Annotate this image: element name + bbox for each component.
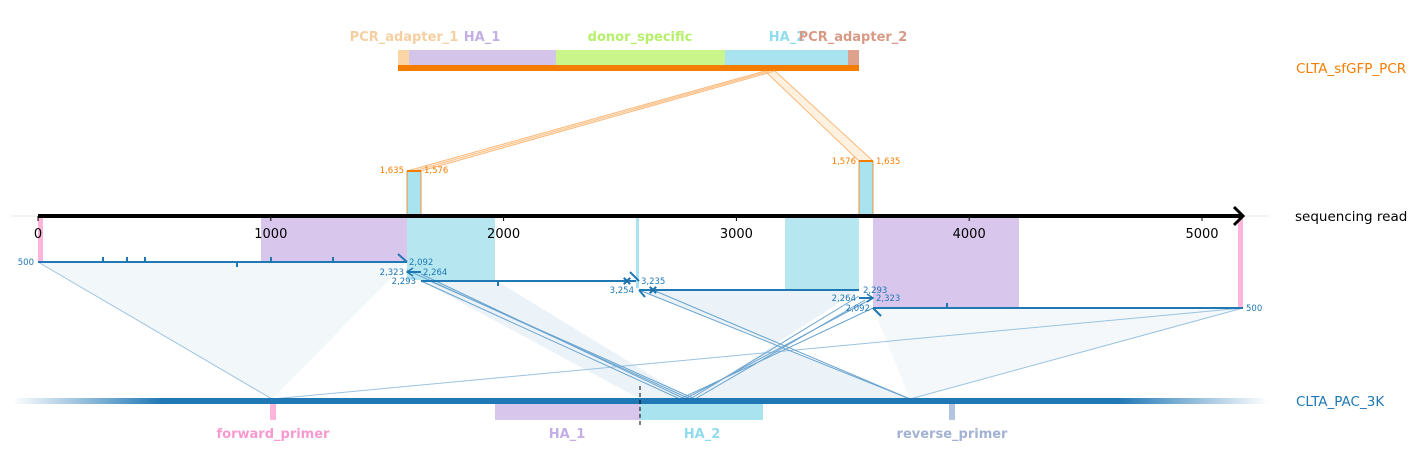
pcr-feature-ha-2 <box>725 50 848 65</box>
coord-pcr-right-b: 1,635 <box>876 157 900 167</box>
cross-mark-2: ✕ <box>648 284 657 297</box>
cross-mark-1: ✕ <box>622 275 631 288</box>
coord-a2: 2,323 <box>380 268 404 278</box>
reference-track-name: CLTA_PAC_3K <box>1296 394 1385 410</box>
coord-a10: 2,092 <box>846 304 870 314</box>
coord-a7: 2,293 <box>863 286 887 296</box>
coord-a3: 2,264 <box>423 268 447 278</box>
ref-feature-ha-1 <box>495 404 640 420</box>
ref-feature-ha-2 <box>640 404 763 420</box>
coord-a4: 2,293 <box>392 277 416 287</box>
read-primer-left <box>38 216 43 262</box>
coord-ref-start: 500 <box>18 258 34 268</box>
coord-a1: 2,092 <box>409 258 433 268</box>
read-axis-tick-label: 2000 <box>487 227 520 242</box>
read-direction-arrow <box>1232 205 1246 227</box>
ref-label-reverse-primer: reverse_primer <box>897 427 1009 442</box>
read-track-name: sequencing read <box>1295 209 1407 225</box>
read-primer-right <box>1238 216 1243 308</box>
pcr-feature-ha-1 <box>409 50 556 65</box>
read-axis-tick-label: 3000 <box>720 227 753 242</box>
pcr-feature-adapter-1 <box>398 50 409 65</box>
read-axis-tick-label: 4000 <box>953 227 986 242</box>
pcr-feature-donor-specific <box>556 50 725 65</box>
read-ha-2-right <box>785 216 859 290</box>
ref-label-forward-primer: forward_primer <box>217 427 331 442</box>
pcr-product-track: PCR_adapter_1 HA_1 donor_specific HA_2 P… <box>350 30 1406 77</box>
ref-label-ha-1: HA_1 <box>549 427 586 442</box>
read-feature-backgrounds <box>38 160 1243 308</box>
coord-a6: 3,254 <box>610 286 634 296</box>
pcr-read-connectors <box>406 70 874 172</box>
pcr-label-donor-specific: donor_specific <box>588 30 693 45</box>
coord-pcr-left-a: 1,635 <box>380 166 404 176</box>
alignment-coordinates: 1,635 1,576 1,576 1,635 500 500 2,092 2,… <box>18 157 1262 314</box>
read-alignment-segments: ✕ ✕ <box>38 253 1243 317</box>
coord-ref-end: 500 <box>1246 304 1262 314</box>
coord-a5: 3,235 <box>641 277 665 287</box>
read-ha-2-mid <box>636 216 639 288</box>
read-pcr-hit-left <box>407 171 421 216</box>
pcr-label-adapter-2: PCR_adapter_2 <box>799 30 908 45</box>
read-ha-1-left <box>261 216 407 262</box>
ref-feature-forward-primer <box>270 404 276 420</box>
read-axis-tick-label: 0 <box>34 227 42 242</box>
ref-feature-reverse-primer <box>949 404 955 420</box>
reference-track: forward_primer HA_1 HA_2 reverse_primer … <box>12 386 1385 442</box>
pcr-label-ha-2: HA_2 <box>769 30 806 45</box>
pcr-feature-adapter-2 <box>848 50 859 65</box>
pcr-track-name: CLTA_sfGFP_PCR <box>1296 61 1406 77</box>
read-pcr-hit-right <box>859 161 873 216</box>
coord-pcr-right-a: 1,576 <box>832 157 856 167</box>
read-ha-1-right <box>873 216 1019 308</box>
pcr-label-ha-1: HA_1 <box>464 30 501 45</box>
pcr-product-bar <box>398 65 859 71</box>
pcr-label-adapter-1: PCR_adapter_1 <box>350 30 459 45</box>
read-axis-tick-label: 5000 <box>1185 227 1218 242</box>
pcr-connector-right <box>765 71 873 161</box>
ref-label-ha-2: HA_2 <box>684 427 721 442</box>
read-axis-tick-label: 1000 <box>254 227 287 242</box>
coord-a8: 2,264 <box>832 294 856 304</box>
coord-a9: 2,323 <box>876 294 900 304</box>
reference-connectors <box>37 261 1244 400</box>
read-ha-2-left <box>407 216 495 280</box>
read-axis: 0 1000 2000 3000 4000 5000 sequencing read <box>12 205 1407 242</box>
coord-pcr-left-b: 1,576 <box>424 166 448 176</box>
